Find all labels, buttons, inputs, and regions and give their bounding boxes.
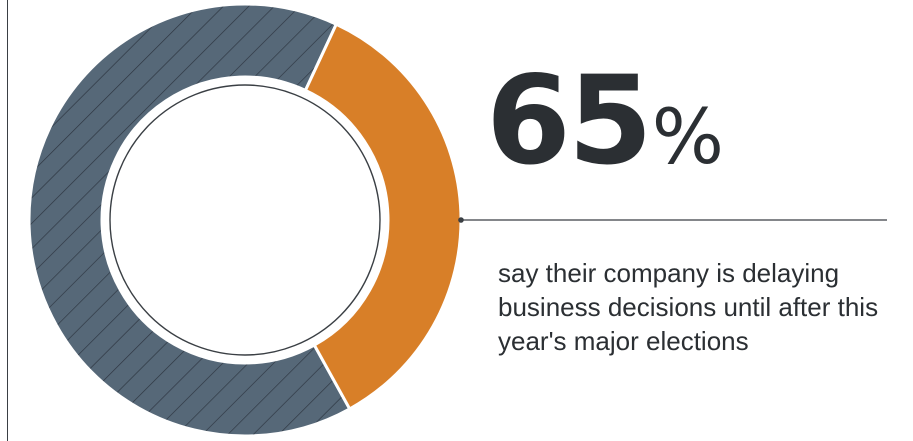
slices-layer [27, 2, 463, 438]
highlight-unit: % [651, 92, 724, 181]
donut-slice-highlight [303, 22, 463, 411]
stat-caption: say their company is delaying business d… [498, 258, 879, 356]
leader-dot [458, 217, 464, 223]
highlight-value: 65 [486, 50, 653, 192]
donut-inner-ring [109, 84, 381, 356]
donut-slice-rest [27, 2, 352, 438]
highlight-stat: 65% [486, 60, 724, 182]
left-border-line [7, 0, 8, 441]
